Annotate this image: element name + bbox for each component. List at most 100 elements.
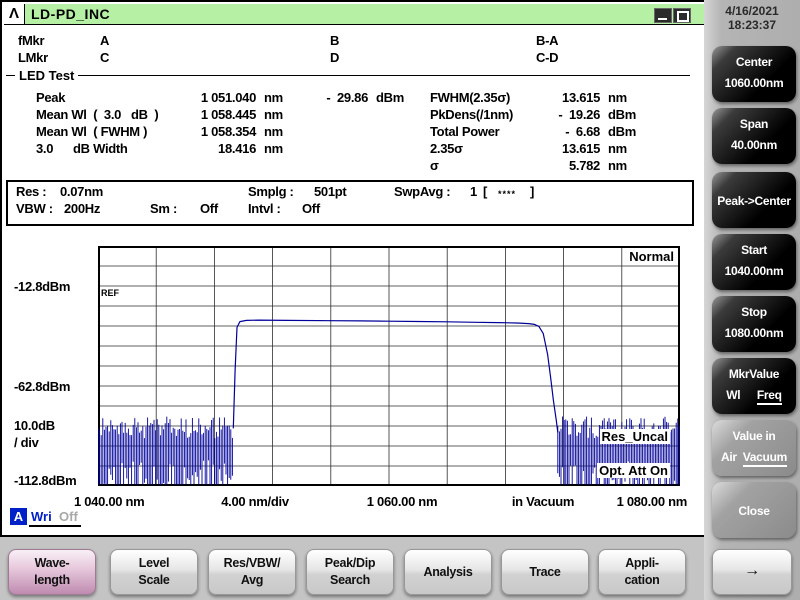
mkr-value-label: MkrValue <box>728 367 780 381</box>
y-axis-scale: 10.0dB <box>14 418 55 433</box>
fkey-res-vbw-avg[interactable]: Res/VBW/ Avg <box>208 549 296 595</box>
pkdens-unit: dBm <box>608 107 636 122</box>
peak-level-unit: dBm <box>376 90 404 105</box>
pkdens-label: PkDens(/1nm) <box>430 107 514 122</box>
sm-label: Sm : <box>150 201 177 216</box>
fkey-res-vbw-avg-line2: Avg <box>240 573 264 587</box>
fmkr-label: fMkr <box>18 33 45 48</box>
fmkr-diff: B-A <box>536 33 559 48</box>
time-text: 18:23:37 <box>727 18 777 32</box>
peak-to-center-softkey[interactable]: Peak->Center <box>712 172 796 228</box>
smplg-label: Smplg : <box>248 184 294 199</box>
fkey-wavelength[interactable]: Wave- length <box>8 549 96 595</box>
trace-status-underline <box>29 525 81 527</box>
fkey-wavelength-line2: length <box>34 573 70 587</box>
fkey-trace[interactable]: Trace <box>501 549 589 595</box>
fkey-trace-label: Trace <box>529 565 561 579</box>
x-axis-stop: 1 080.00 nm <box>616 494 688 509</box>
span-softkey[interactable]: Span 40.00nm <box>712 108 796 164</box>
vbw-label: VBW : <box>16 201 53 216</box>
fwhm-label: FWHM(2.35σ) <box>430 90 510 105</box>
value-in-vacuum-option: Vacuum <box>742 450 787 467</box>
fkey-application[interactable]: Appli- cation <box>598 549 686 595</box>
peak-level: - 29.86 <box>326 90 368 105</box>
led-test-rule <box>6 75 690 76</box>
center-softkey-value: 1060.00nm <box>724 76 784 90</box>
spectrum-trace-plot <box>97 246 680 486</box>
peak-unit: nm <box>264 90 283 105</box>
fkey-peak-dip-search-line2: Search <box>330 573 370 587</box>
mkr-value-freq-option: Freq <box>756 388 782 405</box>
total-power-label: Total Power <box>430 124 500 139</box>
total-power-unit: dBm <box>608 124 636 139</box>
fkey-level-scale-line2: Scale <box>138 573 170 587</box>
fwhm-value: 13.615 <box>562 90 600 105</box>
value-in-softkey[interactable]: Value in Air Vacuum <box>712 420 796 476</box>
x-axis-center: 1 060.00 nm <box>366 494 438 509</box>
total-power-value: - 6.68 <box>565 124 600 139</box>
fkey-res-vbw-avg-line1: Res/VBW/ <box>223 556 281 570</box>
sigma235-unit: nm <box>608 141 627 156</box>
sigma235-value: 13.615 <box>562 141 600 156</box>
sigma235-label: 2.35σ <box>430 141 463 156</box>
right-arrow-icon: → <box>744 562 760 579</box>
mean-wl-3db-unit: nm <box>264 107 283 122</box>
fmkr-a: A <box>100 33 110 48</box>
swpavg-bracket-open: [ <box>483 184 488 199</box>
res-uncal-warning: Res_Uncal <box>599 429 670 444</box>
intvl-label: Intvl : <box>248 201 281 216</box>
maximize-icon <box>677 11 689 22</box>
datetime-display: 4/16/2021 18:23:37 <box>704 4 800 32</box>
start-softkey-label: Start <box>741 243 767 257</box>
fkey-peak-dip-search[interactable]: Peak/Dip Search <box>306 549 394 595</box>
opt-att-on-status: Opt. Att On <box>597 463 670 478</box>
window-minimize-button[interactable] <box>654 8 672 23</box>
fkey-more-menu[interactable]: → <box>712 549 792 595</box>
lmkr-diff: C-D <box>536 50 559 65</box>
db-width-value: 18.416 <box>218 141 256 156</box>
stop-softkey-value: 1080.00nm <box>724 326 784 340</box>
mkr-value-softkey[interactable]: MkrValue Wl Freq <box>712 358 796 414</box>
fkey-analysis[interactable]: Analysis <box>404 549 492 595</box>
memory-title: LD-PD_INC <box>31 6 111 22</box>
value-in-label: Value in <box>732 429 776 443</box>
close-softkey[interactable]: Close <box>712 482 796 538</box>
mean-wl-3db-value: 1 058.445 <box>200 107 256 122</box>
fkey-application-line1: Appli- <box>625 556 659 570</box>
fkey-wavelength-line1: Wave- <box>34 556 70 570</box>
y-axis-mid-level: -62.8dBm <box>14 379 71 394</box>
fkey-peak-dip-search-line1: Peak/Dip <box>324 556 376 570</box>
trace-mode-label: Normal <box>629 249 674 264</box>
intvl-value: Off <box>302 201 320 216</box>
led-test-section-title: LED Test <box>15 68 79 83</box>
x-axis-start: 1 040.00 nm <box>74 494 145 509</box>
title-bar: Λ LD-PD_INC <box>4 4 704 25</box>
value-in-air-option: Air <box>720 450 737 464</box>
spectrum-chart[interactable]: Normal REF Res_Uncal Opt. Att On <box>97 246 680 486</box>
y-axis-bottom-level: -112.8dBm <box>14 473 77 488</box>
stop-softkey[interactable]: Stop 1080.00nm <box>712 296 796 352</box>
span-softkey-value: 40.00nm <box>731 138 777 152</box>
mean-wl-fwhm-value: 1 058.354 <box>200 124 256 139</box>
fkey-level-scale[interactable]: Level Scale <box>110 549 198 595</box>
close-softkey-label: Close <box>738 504 770 518</box>
fmkr-b: B <box>330 33 340 48</box>
anritsu-logo-icon: Λ <box>4 4 25 24</box>
lmkr-c: C <box>100 50 110 65</box>
start-softkey[interactable]: Start 1040.00nm <box>712 234 796 290</box>
sweep-settings-box <box>6 180 694 226</box>
lmkr-label: LMkr <box>18 50 48 65</box>
measurement-screen: Λ LD-PD_INC fMkr A B B-A LMkr C D C-D LE… <box>0 0 708 537</box>
sigma-unit: nm <box>608 158 627 173</box>
fkey-analysis-label: Analysis <box>423 565 473 579</box>
sm-value: Off <box>200 201 218 216</box>
window-maximize-button[interactable] <box>673 8 691 23</box>
trace-write-mode: Wri <box>31 509 52 524</box>
sigma-label: σ <box>430 158 439 173</box>
center-softkey[interactable]: Center 1060.00nm <box>712 46 796 102</box>
span-softkey-label: Span <box>739 117 769 131</box>
softkey-panel: 4/16/2021 18:23:37 Center 1060.00nm Span… <box>704 0 800 600</box>
minimize-icon <box>658 18 667 20</box>
y-axis-scale-div: / div <box>14 435 39 450</box>
